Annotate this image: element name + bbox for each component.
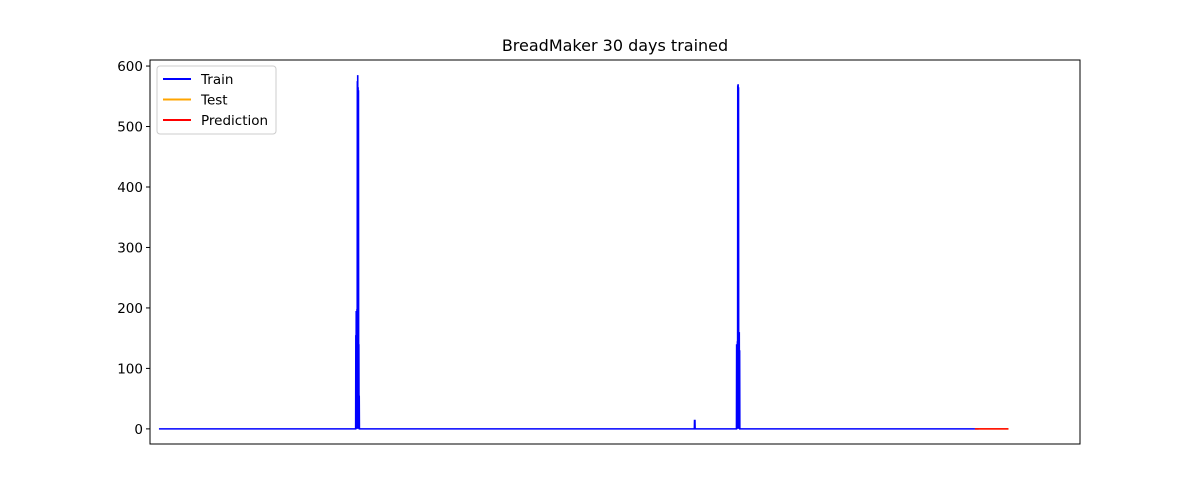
y-tick-label: 500 bbox=[117, 120, 143, 136]
y-tick-label: 300 bbox=[117, 240, 143, 256]
y-tick-label: 0 bbox=[134, 422, 143, 438]
legend-label-prediction: Prediction bbox=[201, 113, 268, 129]
legend-label-test: Test bbox=[200, 93, 228, 109]
legend: Train Test Prediction bbox=[156, 65, 277, 135]
legend-label-train: Train bbox=[200, 72, 233, 88]
plot-area bbox=[158, 75, 1009, 430]
axes: 0 100 200 300 400 500 600 bbox=[117, 59, 1081, 445]
y-tick-label: 600 bbox=[117, 59, 143, 75]
axes-frame bbox=[149, 59, 1081, 445]
y-tick-label: 100 bbox=[117, 361, 143, 377]
y-tick-label: 200 bbox=[117, 301, 143, 317]
series-line-train bbox=[158, 75, 979, 430]
y-tick-label: 400 bbox=[117, 180, 143, 196]
chart-title: BreadMaker 30 days trained bbox=[502, 36, 728, 55]
legend-box bbox=[156, 65, 277, 135]
